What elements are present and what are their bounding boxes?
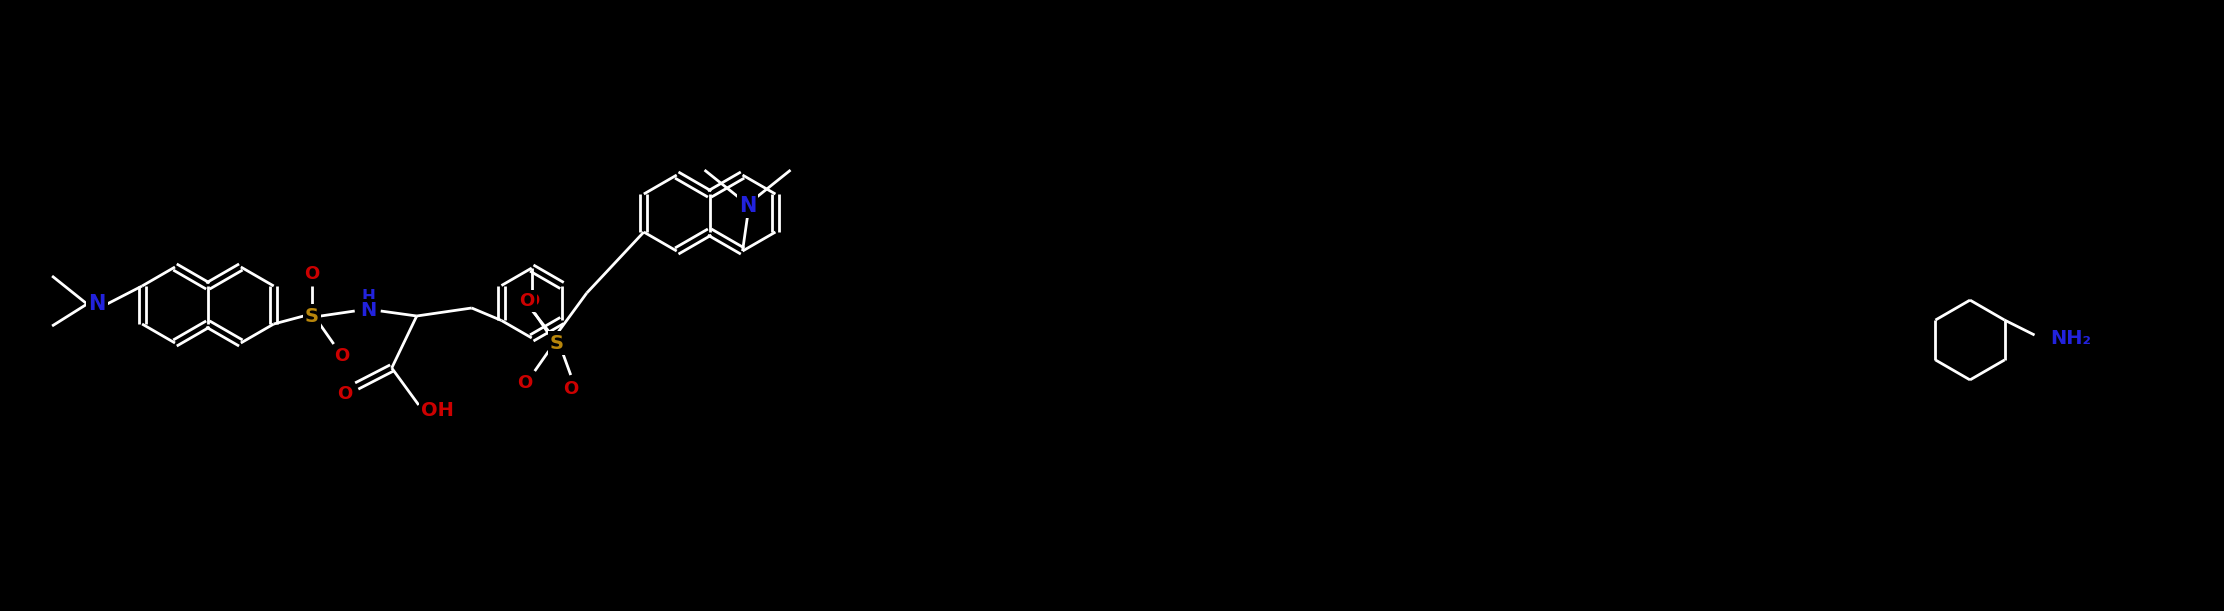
Text: OH: OH [420, 400, 454, 420]
Text: O: O [305, 265, 320, 283]
Text: H: H [363, 288, 376, 306]
Text: O: O [518, 292, 534, 310]
Text: O: O [334, 347, 349, 365]
Text: N: N [89, 294, 107, 314]
Text: S: S [549, 334, 563, 353]
Text: O: O [525, 292, 540, 310]
Text: O: O [563, 380, 578, 398]
Text: N: N [360, 301, 376, 321]
Text: NH₂: NH₂ [2051, 329, 2091, 348]
Text: S: S [305, 307, 318, 326]
Text: O: O [518, 374, 532, 392]
Text: O: O [338, 385, 351, 403]
Text: N: N [738, 196, 756, 216]
